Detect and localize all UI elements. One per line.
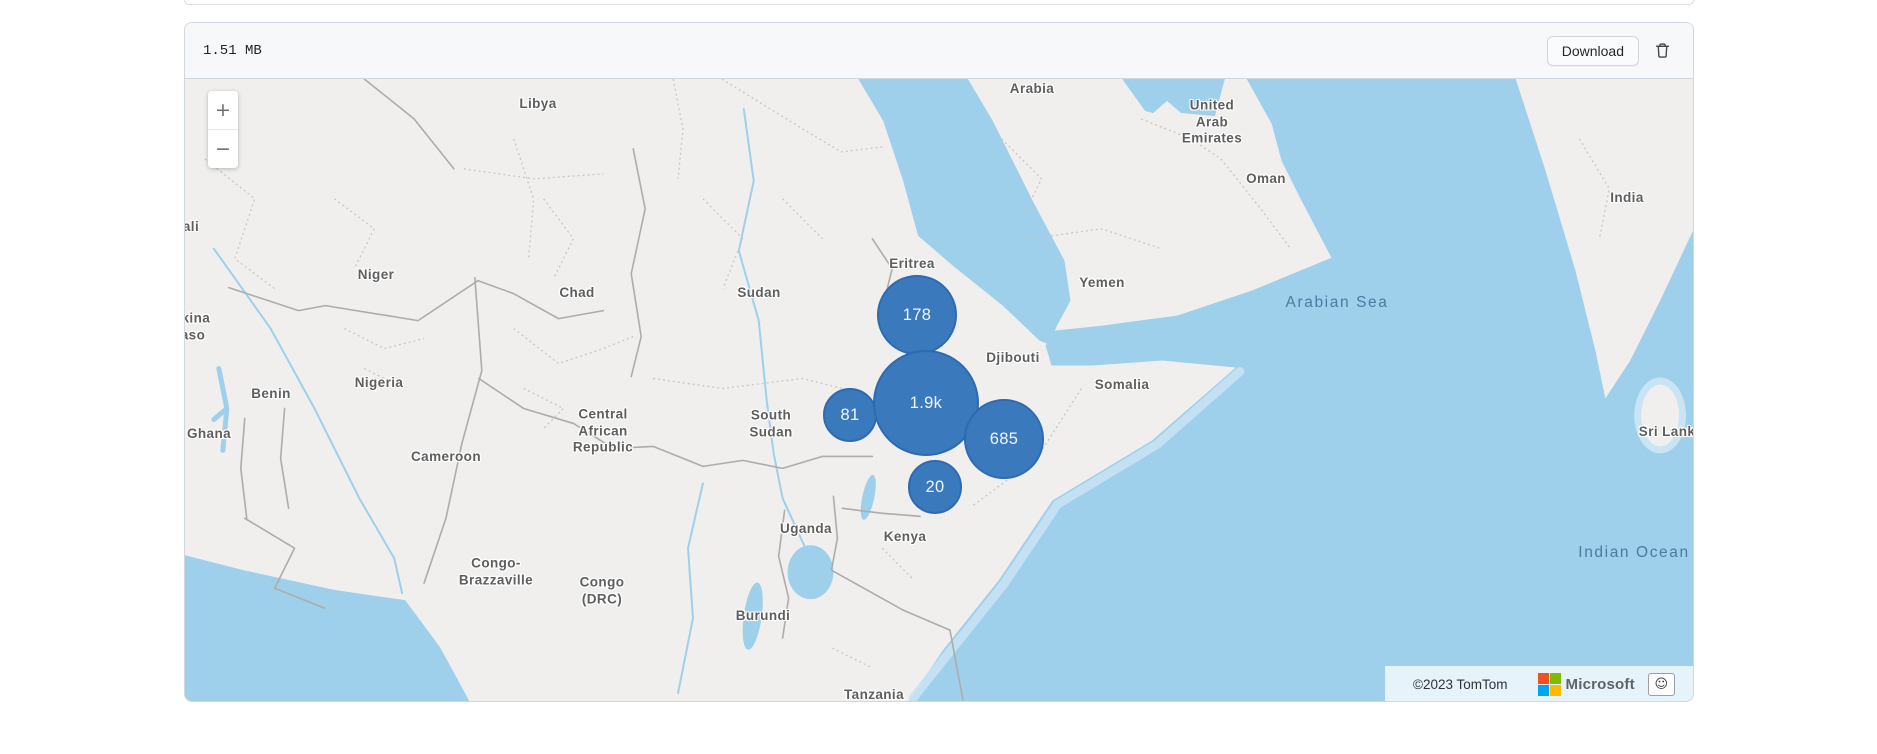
- trash-icon: [1654, 42, 1671, 59]
- gulf-of-guinea: [185, 555, 470, 701]
- microsoft-logo-link[interactable]: Microsoft: [1537, 672, 1635, 696]
- file-size-label: 1.51 MB: [203, 42, 262, 59]
- cluster-bubble-81[interactable]: 81: [823, 388, 877, 442]
- smiley-icon: ☺: [1654, 676, 1669, 692]
- microsoft-wordmark: Microsoft: [1565, 675, 1635, 693]
- dotted-borders: [204, 79, 1610, 669]
- cluster-bubble-178[interactable]: 178: [877, 275, 957, 355]
- sri-lanka-island: [1641, 384, 1680, 447]
- lake-victoria: [787, 545, 834, 600]
- cluster-bubble-1.9k[interactable]: 1.9k: [873, 350, 979, 456]
- zoom-control: + −: [208, 91, 238, 168]
- feedback-smiley-button[interactable]: ☺: [1647, 672, 1675, 696]
- coastal-shallows: [908, 367, 1245, 701]
- card-header: 1.51 MB Download: [185, 23, 1693, 79]
- zoom-in-button[interactable]: +: [208, 91, 238, 129]
- cluster-bubble-685[interactable]: 685: [964, 399, 1044, 479]
- lake-tanganyika: [742, 582, 763, 650]
- lake-turkana: [860, 474, 876, 520]
- download-button[interactable]: Download: [1546, 35, 1639, 66]
- previous-section-divider: [184, 0, 1694, 5]
- country-borders: [228, 79, 964, 701]
- delete-button[interactable]: [1647, 36, 1677, 66]
- persian-gulf: [1122, 79, 1225, 116]
- map-canvas[interactable]: LibyaArabiaUnitedArabEmiratesOmanIndiaal…: [185, 79, 1693, 701]
- ocean-arabian-indian: [908, 79, 1693, 701]
- zoom-control-divider: [208, 129, 238, 130]
- microsoft-logo-icon: [1537, 672, 1561, 696]
- tomtom-copyright-link[interactable]: ©2023 TomTom: [1413, 676, 1508, 692]
- zoom-out-button[interactable]: −: [208, 130, 238, 168]
- rivers: [211, 107, 806, 695]
- cluster-bubble-layer: 178 81 20 1.9k 685: [185, 79, 1693, 701]
- map-attribution-bar: ©2023 TomTom Microsoft ☺: [1385, 666, 1693, 701]
- map-card: 1.51 MB Download: [184, 22, 1694, 702]
- red-sea: [858, 79, 1071, 345]
- cluster-bubble-20[interactable]: 20: [908, 460, 962, 514]
